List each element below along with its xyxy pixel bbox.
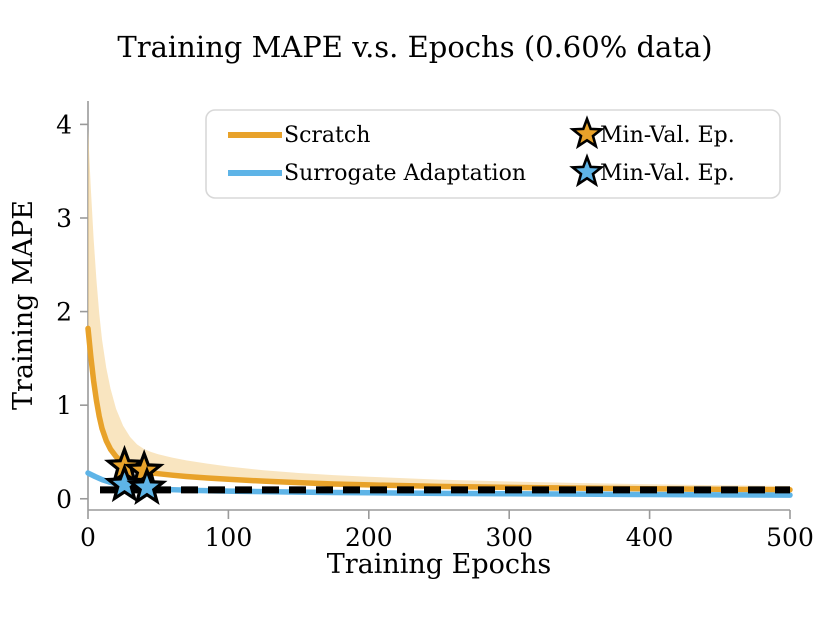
x-tick-label: 0	[80, 523, 96, 552]
y-tick-label: 2	[56, 298, 72, 327]
min-val-epoch-star-marker[interactable]	[126, 465, 168, 505]
legend-background	[205, 109, 781, 199]
y-axis-tick-group: 0 1 2 3 4	[56, 110, 88, 514]
x-axis-tick-group: 0 100 200 300 400 500	[80, 510, 814, 552]
legend-entry-group: Scratch Min-Val. Ep. Surrogate Adaptation M…	[228, 115, 735, 188]
x-tick-label: 200	[345, 523, 393, 552]
x-axis-label: Training Epochs	[327, 549, 552, 580]
chart-title: Training MAPE v.s. Epochs (0.60% data)	[117, 30, 712, 64]
legend-label: Scratch	[284, 123, 370, 148]
legend-star-swatch	[569, 115, 605, 150]
x-tick-label: 300	[485, 523, 533, 552]
y-tick-label: 0	[56, 485, 72, 514]
x-tick-label: 500	[766, 523, 814, 552]
y-tick-label: 1	[56, 391, 72, 420]
legend-label: Min-Val. Ep.	[600, 161, 735, 186]
y-tick-label: 4	[56, 110, 72, 139]
y-tick-label: 3	[56, 204, 72, 233]
y-axis-label: Training MAPE	[8, 200, 39, 410]
x-tick-label: 400	[626, 523, 674, 552]
legend-label: Surrogate Adaptation	[284, 161, 526, 186]
legend-label: Min-Val. Ep.	[600, 123, 735, 148]
x-tick-label: 100	[205, 523, 253, 552]
min-val-epoch-star-marker[interactable]	[104, 463, 146, 503]
min-val-epoch-marker-group	[104, 444, 168, 505]
chart-legend[interactable]: Scratch Min-Val. Ep. Surrogate Adaptation M…	[205, 109, 781, 199]
legend-star-swatch	[569, 153, 605, 188]
